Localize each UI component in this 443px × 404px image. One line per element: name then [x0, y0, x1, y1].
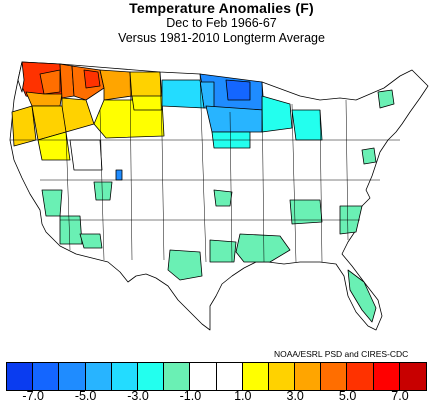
color-bar-swatch: [373, 363, 400, 390]
region-southeast: [235, 233, 291, 263]
map-baseline: Versus 1981-2010 Longterm Average: [118, 31, 325, 45]
region-wisconsin: [261, 95, 293, 133]
region-mid-atlantic: [361, 147, 377, 165]
color-bar: [6, 362, 427, 391]
data-credit: NOAA/ESRL PSD and CIRES-CDC: [274, 349, 409, 359]
color-bar-swatch: [33, 363, 60, 390]
region-montana-central: [99, 69, 133, 101]
color-bar-swatch: [399, 363, 426, 390]
region-southwest-2: [59, 215, 83, 245]
color-bar-tick-label: 7.0: [391, 389, 409, 403]
region-southwest-3: [93, 181, 113, 201]
color-bar-tick-label: 1.0: [234, 389, 252, 403]
color-bar-swatch: [111, 363, 138, 390]
region-iowa-wisconsin: [205, 105, 265, 133]
region-dakota-east: [161, 79, 205, 109]
region-nevada-north: [37, 131, 71, 161]
us-climate-division-map: [9, 61, 429, 331]
color-bar-tick-label: -5.0: [74, 389, 97, 403]
region-utah-north: [69, 139, 103, 171]
region-michigan: [291, 109, 323, 141]
color-bar-tick-label: -7.0: [22, 389, 44, 403]
region-montana-nw: [83, 69, 101, 89]
color-bar-tick-label: 3.0: [286, 389, 304, 403]
region-wa-coast: [17, 61, 25, 93]
color-bar-tick-label: -3.0: [127, 389, 149, 403]
color-bar-swatch: [295, 363, 322, 390]
region-florida: [347, 269, 377, 323]
color-bar-tick-label: -1.0: [179, 389, 202, 403]
region-gulf: [209, 239, 237, 263]
color-bar-swatch: [85, 363, 112, 390]
color-bar-swatch: [347, 363, 374, 390]
color-bar-tick-label: 5.0: [338, 389, 357, 403]
color-bar-swatch: [190, 363, 217, 390]
region-wa-east: [39, 69, 61, 95]
region-minnesota-north: [225, 79, 251, 101]
color-bar-swatch: [137, 363, 165, 390]
color-bar-swatch: [242, 363, 269, 390]
color-bar-swatch: [268, 363, 296, 390]
color-bar-swatch: [321, 363, 348, 390]
map-period: Dec to Feb 1966-67: [166, 16, 277, 30]
region-northeast: [377, 89, 395, 109]
color-bar-swatch: [164, 363, 191, 390]
region-new-mexico: [79, 233, 103, 249]
region-ozark: [213, 189, 233, 207]
region-texas-coast: [167, 249, 203, 281]
color-bar-swatch: [216, 363, 243, 390]
region-east-central: [289, 199, 323, 225]
color-bar-swatch: [7, 363, 34, 390]
region-montana-se: [131, 95, 163, 111]
region-southwest-1: [41, 189, 63, 217]
division-lines: [10, 71, 400, 263]
map-title: Temperature Anomalies (F): [129, 0, 314, 16]
region-wa-south: [25, 91, 63, 107]
region-colorado-spot: [115, 169, 123, 181]
color-bar-swatch: [59, 363, 86, 390]
